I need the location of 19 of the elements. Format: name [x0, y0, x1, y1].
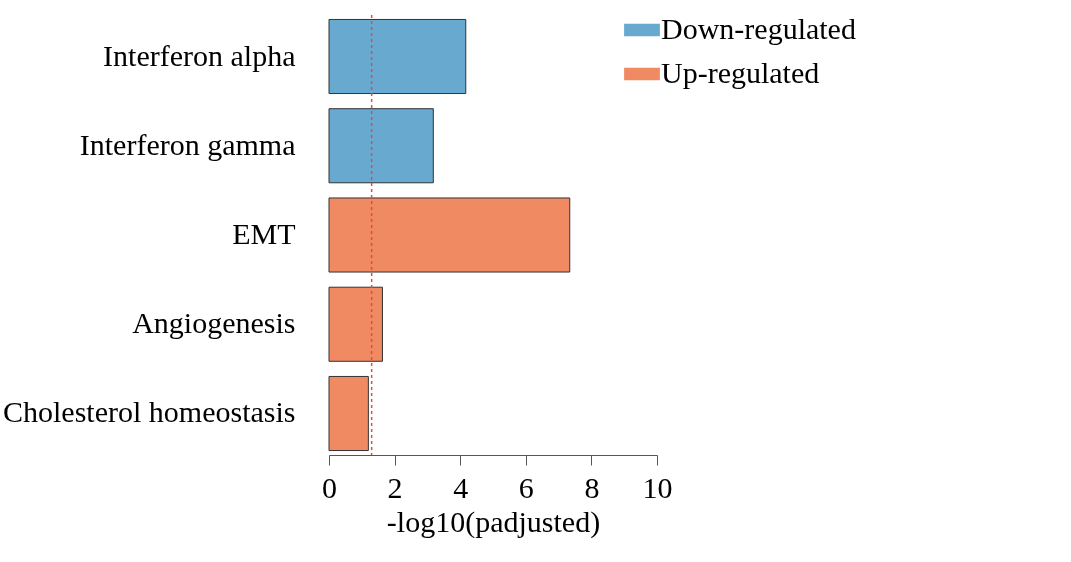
x-tick-label: 4 — [453, 470, 469, 504]
bar — [328, 286, 383, 362]
x-tick-label: 10 — [642, 470, 673, 504]
y-tick-label: Cholesterol homeostasis — [3, 395, 296, 429]
x-tick-label: 8 — [584, 470, 600, 504]
y-tick-label: Interferon gamma — [79, 127, 296, 161]
x-tick-label: 6 — [518, 470, 534, 504]
bar — [328, 375, 369, 452]
legend-label: Up-regulated — [661, 56, 820, 89]
y-tick-label: EMT — [232, 217, 296, 250]
x-tick-label: 2 — [387, 470, 403, 504]
x-tick-label: 0 — [322, 470, 337, 504]
y-tick-label: Angiogenesis — [132, 306, 296, 340]
y-tick-label: Interferon alpha — [103, 38, 296, 72]
bar — [328, 197, 571, 273]
legend-label: Down-regulated — [661, 12, 856, 45]
bar — [328, 108, 434, 184]
bar — [328, 18, 467, 95]
x-axis-title: -log10(padjusted) — [386, 504, 601, 539]
